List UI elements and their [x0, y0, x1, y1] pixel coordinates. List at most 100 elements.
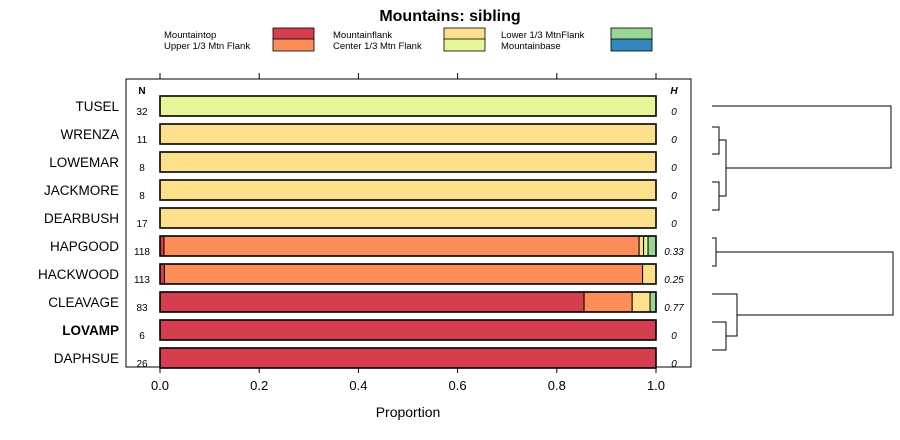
category-label: HACKWOOD [38, 267, 119, 282]
row-hackwood: HACKWOOD 113 0.25 [38, 263, 684, 286]
row-hapgood: HAPGOOD 118 0.33 [50, 235, 684, 258]
h-value: 0 [671, 107, 677, 118]
bar-outline [159, 123, 657, 145]
category-label: CLEAVAGE [48, 295, 119, 310]
legend-swatch-upper-1-3-mtn-flank [272, 38, 315, 52]
category-label: WRENZA [61, 127, 120, 142]
dendrogram [712, 105, 894, 351]
x-tick-label: 1.0 [647, 378, 665, 393]
n-value: 8 [139, 191, 145, 202]
bar-outline [159, 291, 657, 313]
legend-label-center-1-3-mtn-flank: Center 1/3 Mtn Flank [333, 41, 422, 52]
bar-segment-upper-1-3-mtn-flank [163, 263, 644, 285]
row-tusel: TUSEL 32 0 [75, 95, 677, 118]
bar-segment-mountaintop [159, 319, 657, 341]
x-tick-label: 0.6 [449, 378, 467, 393]
dendrogram-branch [712, 321, 727, 351]
bar-segment-mountaintop [159, 347, 657, 369]
bar-outline [159, 319, 657, 341]
x-tick-label: 0.0 [151, 378, 169, 393]
row-lovamp: LOVAMP 6 0 [62, 319, 677, 342]
bar-segment-center-1-3-mtn-flank [159, 95, 657, 117]
dendrogram-branch [712, 237, 717, 267]
category-label: DEARBUSH [44, 211, 119, 226]
n-value: 11 [137, 135, 148, 146]
bar-segment-mountainflank [159, 123, 657, 145]
dendrogram-branch [712, 105, 892, 169]
legend-swatch-center-1-3-mtn-flank [443, 38, 486, 52]
row-wrenza: WRENZA 11 0 [61, 123, 677, 146]
category-label: JACKMORE [44, 183, 119, 198]
dendrogram-branch [716, 251, 894, 316]
bar-segment-lower-1-3-mtnflank [647, 235, 657, 257]
bar-segment-mountaintop [159, 291, 585, 313]
bar-outline [159, 263, 657, 285]
bar-segment-upper-1-3-mtn-flank [163, 235, 640, 257]
h-value: 0 [671, 331, 677, 342]
n-value: 17 [136, 219, 148, 230]
h-value: 0 [671, 163, 677, 174]
category-label: LOWEMAR [49, 155, 119, 170]
bar-segment-mountainflank [642, 263, 657, 285]
x-axis: 0.0 0.2 0.4 0.6 0.8 1.0 [151, 73, 665, 393]
bar-segment-mountainflank [159, 151, 657, 173]
n-value: 8 [139, 163, 145, 174]
dendrogram-branch [712, 293, 738, 337]
legend-label-mountainbase: Mountainbase [501, 41, 561, 52]
h-value: 0.33 [664, 247, 684, 258]
x-axis-label: Proportion [376, 404, 441, 420]
legend-swatch-mountainflank [443, 27, 486, 41]
chart-title: Mountains: sibling [379, 8, 520, 25]
x-tick-label: 0.8 [548, 378, 566, 393]
legend-swatch-mountaintop [272, 27, 315, 41]
bar-outline [159, 179, 657, 201]
bar-segment-upper-1-3-mtn-flank [583, 291, 633, 313]
x-tick-label: 0.4 [349, 378, 367, 393]
row-cleavage: CLEAVAGE 83 0.77 [48, 291, 684, 314]
bar-outline [159, 347, 657, 369]
legend-swatch-mountainbase [610, 38, 653, 52]
n-value: 118 [134, 247, 150, 258]
bar-segment-lower-1-3-mtnflank [649, 291, 657, 313]
n-value: 113 [134, 275, 150, 286]
legend-label-mountainflank: Mountainflank [333, 30, 392, 41]
n-value: 83 [136, 303, 148, 314]
h-value: 0.77 [664, 303, 684, 314]
bar-outline [159, 207, 657, 229]
h-value: 0 [671, 191, 677, 202]
category-label: LOVAMP [62, 323, 119, 338]
category-label: TUSEL [75, 99, 119, 114]
bar-segment-mountainflank [631, 291, 651, 313]
bar-segment-mountainflank [159, 179, 657, 201]
row-lowemar: LOWEMAR 8 0 [49, 151, 677, 174]
n-value: 26 [136, 359, 148, 370]
legend-label-mountaintop: Mountaintop [164, 30, 216, 41]
n-value: 32 [136, 107, 148, 118]
h-value: 0 [671, 359, 677, 370]
h-value: 0 [671, 219, 677, 230]
h-value: 0.25 [664, 275, 684, 286]
category-label: DAPHSUE [54, 351, 119, 366]
row-daphsue: DAPHSUE 26 0 [54, 347, 677, 370]
x-tick-label: 0.2 [250, 378, 268, 393]
bar-segment-mountainflank [638, 235, 645, 257]
h-column-header: H [670, 86, 678, 97]
dendrogram-branch [719, 139, 727, 197]
legend-label-upper-1-3-mtn-flank: Upper 1/3 Mtn Flank [164, 41, 250, 52]
dendrogram-branch [712, 181, 720, 211]
legend-label-lower-1-3-mtnflank: Lower 1/3 MtnFlank [501, 30, 585, 41]
bar-outline [159, 235, 657, 257]
category-label: HAPGOOD [50, 239, 119, 254]
bar-segment-mountainflank [159, 207, 657, 229]
dendrogram-branch [712, 126, 720, 155]
bar-segment-center-1-3-mtn-flank [643, 235, 649, 257]
n-column-header: N [138, 86, 145, 97]
row-jackmore: JACKMORE 8 0 [44, 179, 677, 202]
n-value: 6 [139, 331, 145, 342]
bar-outline [159, 151, 657, 173]
h-value: 0 [671, 135, 677, 146]
row-dearbush: DEARBUSH 17 0 [44, 207, 677, 230]
